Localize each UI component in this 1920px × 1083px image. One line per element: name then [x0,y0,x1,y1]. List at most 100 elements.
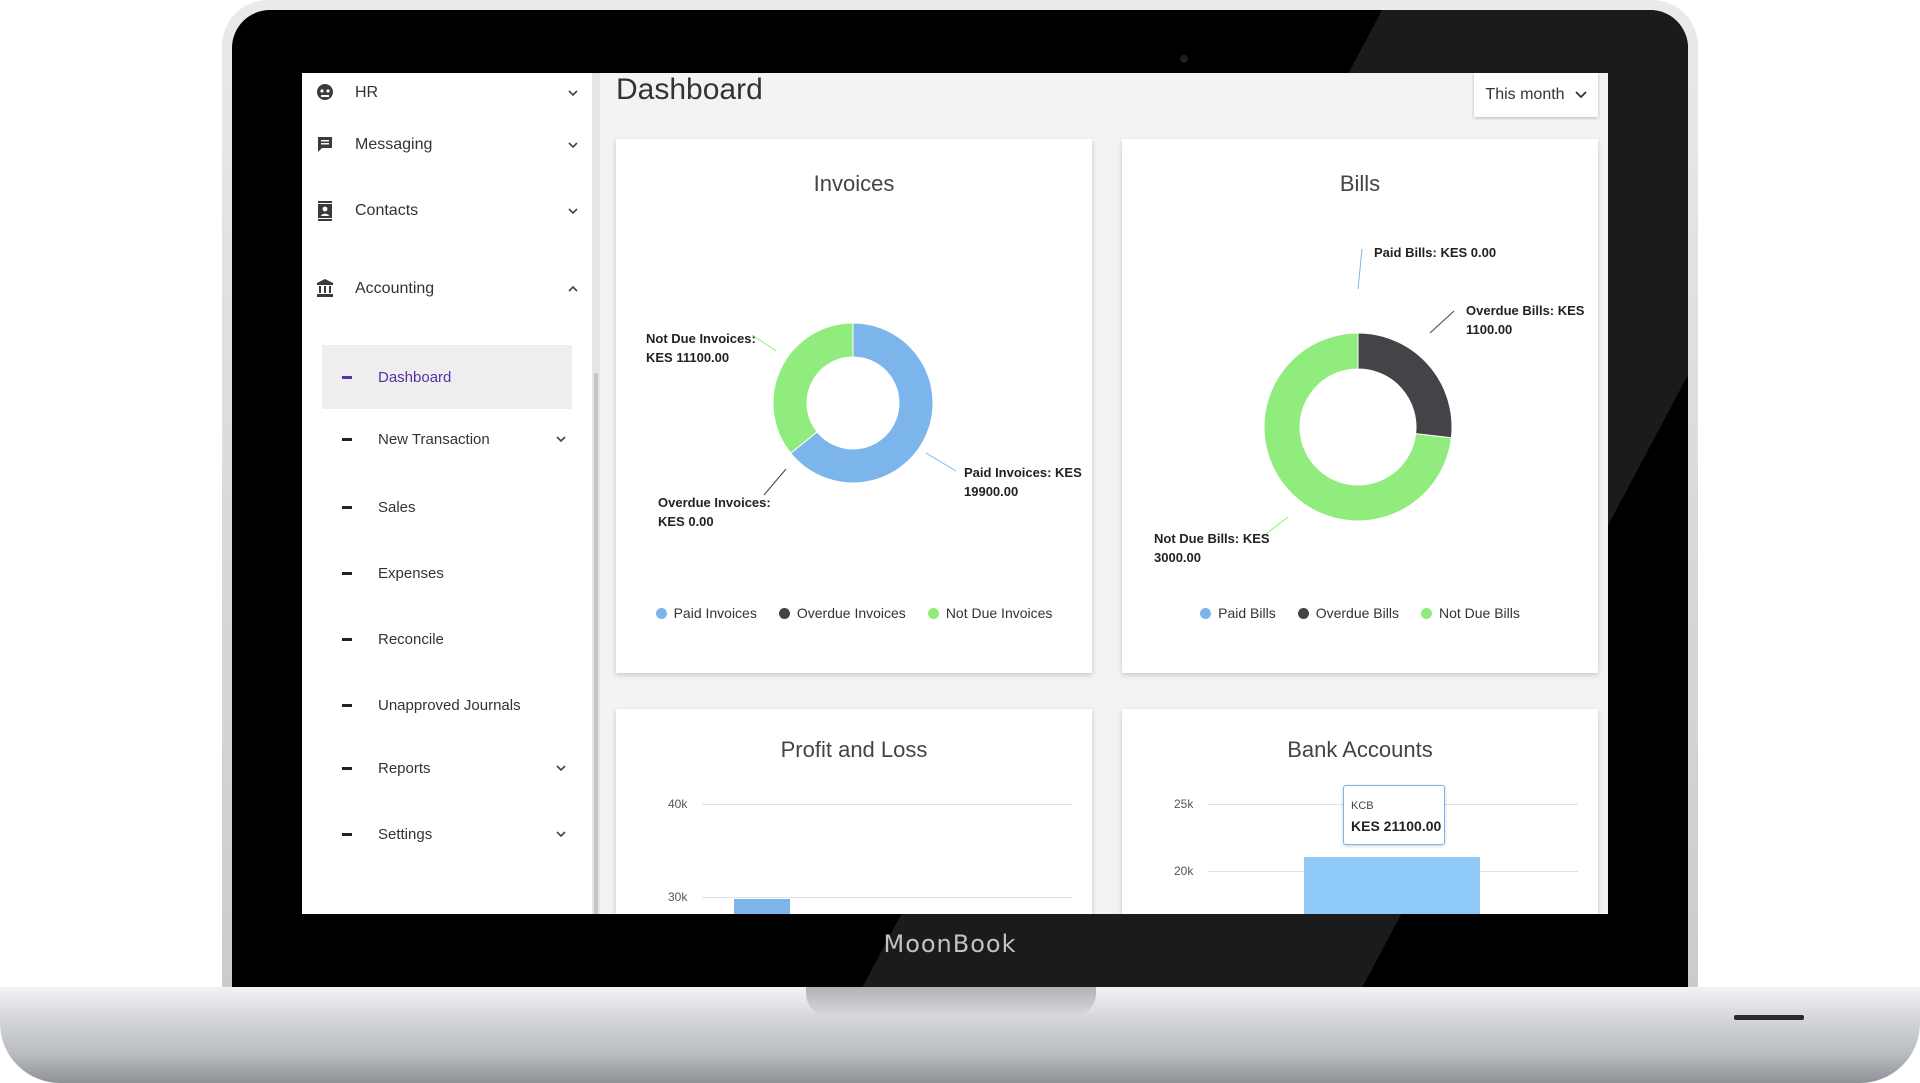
callout-text: Overdue Bills: KES [1466,303,1585,318]
sidebar-scrollbar-thumb[interactable] [594,373,598,914]
sidebar-item-label: Messaging [355,136,433,153]
sidebar-subitem-label: Sales [378,498,416,516]
chevron-up-icon [568,285,578,292]
y-tick-label: 40k [668,797,688,811]
legend-label: Paid Bills [1218,605,1276,621]
legend-item-overdue[interactable]: Overdue Bills [1297,605,1399,621]
page-title: Dashboard [616,73,763,106]
chevron-down-icon [568,208,578,215]
callout-text: KES 0.00 [658,514,714,529]
gridline [702,804,1072,805]
sidebar-item-accounting[interactable]: Accounting [302,269,592,309]
contacts-icon [314,200,336,222]
sidebar-item-contacts[interactable]: Contacts [302,191,592,231]
callout-text: 19900.00 [964,484,1019,499]
device-brand: MoonBook [883,930,1017,958]
callout-line [751,334,777,352]
legend-dot [927,607,939,619]
callout-line [1357,248,1363,290]
sidebar-subitem-new-transaction[interactable]: New Transaction [322,419,572,459]
profit-bar[interactable] [734,899,790,914]
bills-donut-chart [1261,248,1455,538]
callout-not-due-invoices: Not Due Invoices: KES 11100.00 [646,329,756,367]
legend-item-paid[interactable]: Paid Bills [1200,605,1276,621]
sidebar-subitem-sales[interactable]: Sales [322,487,572,527]
legend-dot [778,607,790,619]
tooltip-name: KCB [1351,800,1374,812]
legend-item-not-due[interactable]: Not Due Bills [1420,605,1520,621]
y-tick-label: 25k [1174,797,1194,811]
legend-label: Not Due Bills [1438,605,1520,621]
callout-line [925,452,957,472]
dash-marker [342,505,352,509]
callout-overdue-invoices: Overdue Invoices: KES 0.00 [658,493,771,531]
legend-label: Paid Invoices [673,605,757,621]
legend-label: Overdue Invoices [796,605,906,621]
message-icon [314,134,336,156]
bills-slice-overdue-bills[interactable] [1357,332,1453,439]
chevron-down-icon [556,765,566,772]
callout-text: Paid Invoices: KES [964,465,1082,480]
legend-item-paid[interactable]: Paid Invoices [655,605,757,621]
callout-text: 3000.00 [1154,550,1201,565]
legend-dot [1420,607,1432,619]
legend-item-not-due[interactable]: Not Due Invoices [927,605,1053,621]
bank-accounts-card: Bank Accounts 25k 20k KCB KES 21100.00 [1122,709,1598,914]
callout-paid-bills: Paid Bills: KES 0.00 [1374,243,1496,262]
sidebar-subitem-label: Reconcile [378,630,444,648]
dash-marker [342,832,352,836]
callout-text: Not Due Invoices: [646,331,756,346]
sidebar-subitem-label: New Transaction [378,430,490,448]
laptop-notch [806,987,1096,1017]
dash-marker [342,375,352,379]
chevron-down-icon [556,436,566,443]
dash-marker [342,571,352,575]
legend-label: Not Due Invoices [945,605,1053,621]
dash-marker [342,437,352,441]
profit-loss-card: Profit and Loss 40k 30k [616,709,1092,914]
callout-line [1261,516,1289,538]
legend-label: Overdue Bills [1315,605,1399,621]
sidebar-subitem-reconcile[interactable]: Reconcile [322,619,572,659]
dash-marker [342,703,352,707]
y-tick-label: 30k [668,890,688,904]
gridline [702,897,1072,898]
sidebar-subitem-label: Expenses [378,564,444,582]
legend-dot [655,607,667,619]
sidebar-subitem-unapproved-journals[interactable]: Unapproved Journals [322,685,572,725]
sidebar-item-messaging[interactable]: Messaging [302,125,592,165]
sidebar-subitem-reports[interactable]: Reports [322,748,572,788]
period-dropdown[interactable]: This month [1474,73,1598,117]
tooltip-value: KES 21100.00 [1351,818,1442,834]
main-content: Dashboard This month Invoices Not Due In… [600,73,1608,914]
sidebar-subitem-expenses[interactable]: Expenses [322,553,572,593]
card-title: Bills [1339,171,1381,196]
hr-icon [314,82,336,104]
callout-not-due-bills: Not Due Bills: KES 3000.00 [1154,529,1270,567]
sidebar-item-label: HR [355,84,379,101]
bank-bar-kcb[interactable] [1304,857,1480,914]
callout-text: Overdue Invoices: [658,495,771,510]
card-title: Invoices [813,171,895,196]
bills-slice-not-due-bills[interactable] [1263,332,1452,522]
invoices-donut-chart [751,322,957,496]
invoices-slice-not-due-invoices[interactable] [772,322,854,454]
sidebar-item-label: Contacts [355,202,419,219]
invoices-slice-paid-invoices[interactable] [790,322,934,484]
callout-line [1429,310,1455,334]
app-screen: HR Messaging Contacts Accounting [302,73,1608,914]
sidebar-item-hr[interactable]: HR [302,73,592,113]
chevron-down-icon [1574,91,1587,99]
invoices-legend: Paid Invoices Overdue Invoices Not Due I… [616,605,1092,621]
callout-line [763,468,787,496]
sidebar-subitem-settings[interactable]: Settings [322,814,572,854]
dash-marker [342,637,352,641]
sidebar-subitem-label: Settings [378,825,433,843]
card-title: Profit and Loss [780,737,928,762]
callout-overdue-bills: Overdue Bills: KES 1100.00 [1466,301,1584,339]
legend-item-overdue[interactable]: Overdue Invoices [778,605,906,621]
bar-tooltip: KCB KES 21100.00 [1343,785,1445,845]
sidebar-subitem-dashboard[interactable]: Dashboard [322,345,572,409]
y-tick-label: 20k [1174,864,1194,878]
bills-card: Bills Paid Bills: KES 0.00 Overdue Bills… [1122,139,1598,673]
